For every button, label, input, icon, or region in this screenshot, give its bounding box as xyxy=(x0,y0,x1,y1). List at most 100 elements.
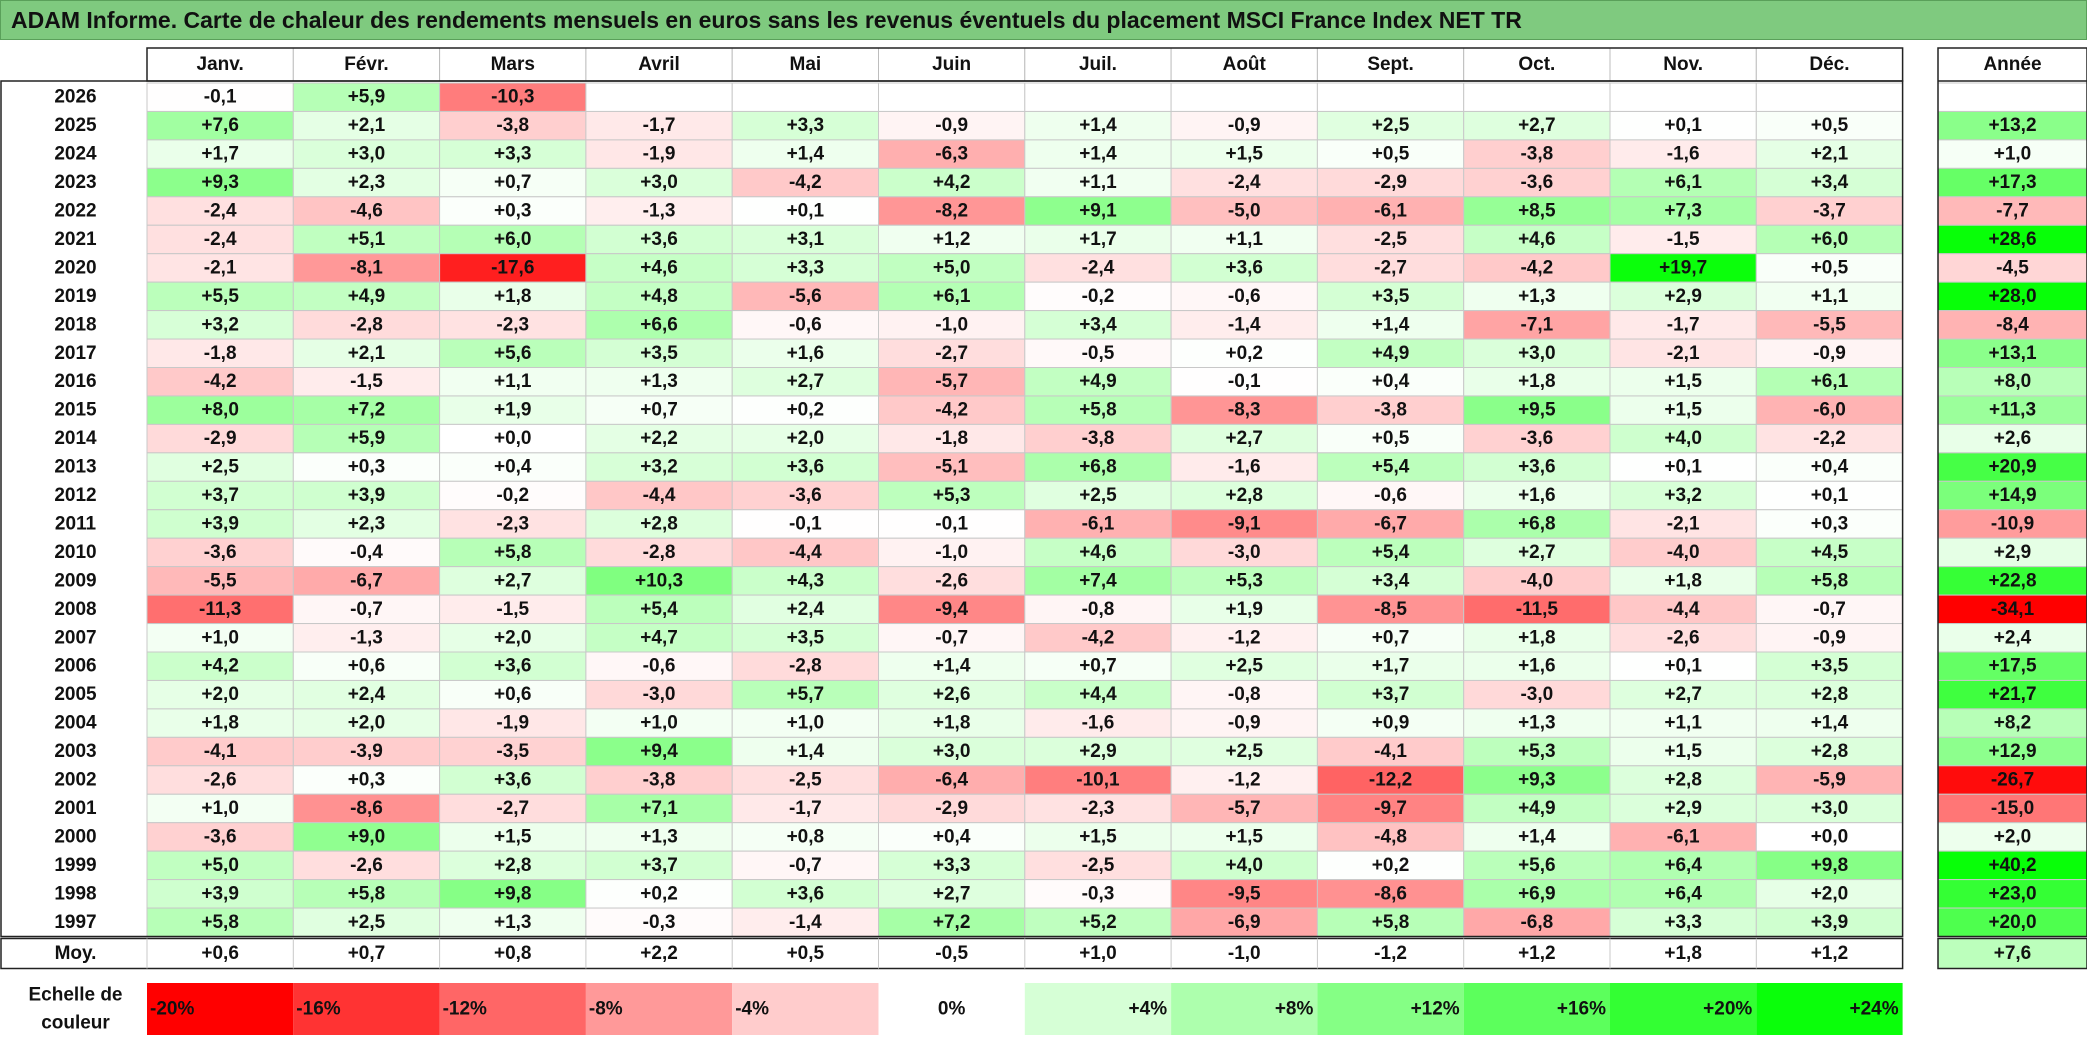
cell-value-label: -6,8 xyxy=(1520,912,1553,933)
cell-value-label: +5,6 xyxy=(1518,855,1556,876)
cell-value-label: +0,2 xyxy=(787,400,825,421)
month-header-label: Sept. xyxy=(1367,54,1413,75)
cell-value-label: -0,9 xyxy=(1228,713,1261,734)
heatmap-cell xyxy=(292,395,441,425)
annual-value-label: +2,6 xyxy=(1994,428,2032,449)
heatmap-cell xyxy=(1609,765,1757,795)
annual-cell xyxy=(1937,367,2087,397)
cell-value-label: +0,3 xyxy=(494,201,532,222)
cell-value-label: +2,7 xyxy=(1664,684,1702,705)
cell-value-label: +2,5 xyxy=(201,457,239,478)
cell-value-label: +6,8 xyxy=(1518,513,1556,534)
heatmap-cell xyxy=(1609,793,1757,824)
heatmap-cell xyxy=(292,736,441,767)
legend-swatch-label: +16% xyxy=(1557,999,1606,1020)
annual-value-label: +12,9 xyxy=(1988,741,2036,762)
cell-value-label: -12,2 xyxy=(1369,770,1412,791)
cell-value-label: +1,0 xyxy=(201,798,239,819)
cell-value-label: -2,8 xyxy=(643,542,676,563)
heatmap-cell xyxy=(1316,594,1465,625)
cell-value-label: +5,8 xyxy=(1079,400,1117,421)
heatmap-cell xyxy=(1024,196,1172,226)
annual-value-label: +17,5 xyxy=(1988,656,2037,677)
cell-value-label: -3,8 xyxy=(1374,400,1407,421)
cell-value-label: +1,8 xyxy=(1664,570,1702,591)
heatmap-cell xyxy=(1316,651,1465,681)
average-value-label: +1,2 xyxy=(1811,943,1849,964)
legend-title-line1: Echelle de xyxy=(29,985,123,1006)
legend-swatch-label: -20% xyxy=(150,999,194,1020)
cell-value-label: +1,8 xyxy=(933,713,971,734)
heatmap-cell xyxy=(1316,423,1465,454)
average-value-label: +0,7 xyxy=(348,943,386,964)
cell-value-label: +2,9 xyxy=(1079,741,1117,762)
heatmap-cell xyxy=(1463,452,1611,482)
cell-value-label: +4,9 xyxy=(348,286,386,307)
heatmap-cell xyxy=(439,793,587,824)
heatmap-cell xyxy=(585,765,733,795)
cell-value-label: +6,4 xyxy=(1664,855,1702,876)
heatmap-cell xyxy=(1609,452,1757,482)
cell-value-label: +9,3 xyxy=(1518,770,1556,791)
annual-cell xyxy=(1937,623,2087,653)
month-header-cell xyxy=(1609,47,1757,82)
year-label: 2011 xyxy=(55,513,97,534)
cell-value-label: -3,9 xyxy=(350,741,383,762)
cell-value-label: -6,9 xyxy=(1228,912,1261,933)
cell-value-label: +3,6 xyxy=(1518,457,1556,478)
heatmap-cell xyxy=(1024,566,1172,596)
year-label: 2006 xyxy=(54,656,96,677)
cell-value-label: -2,3 xyxy=(1082,798,1115,819)
cell-value-label: +1,2 xyxy=(933,229,971,250)
heatmap-cell xyxy=(1170,793,1318,824)
heatmap-cell xyxy=(292,196,441,226)
cell-value-label: -0,7 xyxy=(935,627,968,648)
annual-value-label: +13,2 xyxy=(1988,115,2036,136)
heatmap-cell xyxy=(439,310,587,340)
cell-value-label: -8,5 xyxy=(1374,599,1407,620)
cell-value-label: +9,3 xyxy=(201,172,239,193)
heatmap-cell xyxy=(146,367,294,397)
heatmap-cell xyxy=(1755,480,1904,511)
cell-value-label: -2,9 xyxy=(204,428,237,449)
annual-cell xyxy=(1937,452,2087,482)
cell-value-label: -0,6 xyxy=(643,656,676,677)
cell-value-label: -0,8 xyxy=(1228,684,1261,705)
cell-value-label: +0,2 xyxy=(640,883,678,904)
legend-swatch xyxy=(1024,983,1172,1035)
year-label: 2026 xyxy=(54,87,96,108)
cell-value-label: -6,1 xyxy=(1374,201,1407,222)
heatmap-cell xyxy=(1024,253,1172,283)
heatmap-cell xyxy=(1024,736,1172,767)
legend-swatch xyxy=(1317,983,1464,1035)
heatmap-cell xyxy=(1170,338,1318,368)
heatmap-cell xyxy=(146,765,294,795)
cell-value-label: +0,1 xyxy=(1811,485,1849,506)
year-label: 2015 xyxy=(54,400,97,421)
heatmap-cell xyxy=(585,82,733,112)
heatmap-cell xyxy=(585,395,733,425)
cell-value-label: +1,3 xyxy=(640,371,678,392)
cell-value-label: +3,2 xyxy=(201,314,239,335)
cell-value-label: +3,7 xyxy=(201,485,239,506)
cell-value-label: +2,5 xyxy=(1225,741,1263,762)
cell-value-label: +6,9 xyxy=(1518,883,1556,904)
heatmap-cell xyxy=(439,452,587,482)
cell-value-label: +8,5 xyxy=(1518,201,1556,222)
cell-value-label: +3,0 xyxy=(348,144,386,165)
cell-value-label: +0,4 xyxy=(1811,457,1849,478)
heatmap-cell xyxy=(731,822,880,852)
cell-value-label: +1,8 xyxy=(1518,371,1556,392)
heatmap-cell xyxy=(1609,537,1757,568)
cell-value-label: +1,6 xyxy=(1518,656,1556,677)
cell-value-label: +1,1 xyxy=(1225,229,1263,250)
cell-value-label: +3,0 xyxy=(1811,798,1849,819)
year-label: 2000 xyxy=(54,826,96,847)
cell-value-label: -1,7 xyxy=(789,798,822,819)
cell-value-label: +2,4 xyxy=(348,684,386,705)
heatmap-cell xyxy=(146,537,294,568)
cell-value-label: +3,1 xyxy=(787,229,825,250)
heatmap-cell xyxy=(1609,253,1757,283)
cell-value-label: -3,8 xyxy=(496,115,529,136)
cell-value-label: +0,7 xyxy=(494,172,532,193)
